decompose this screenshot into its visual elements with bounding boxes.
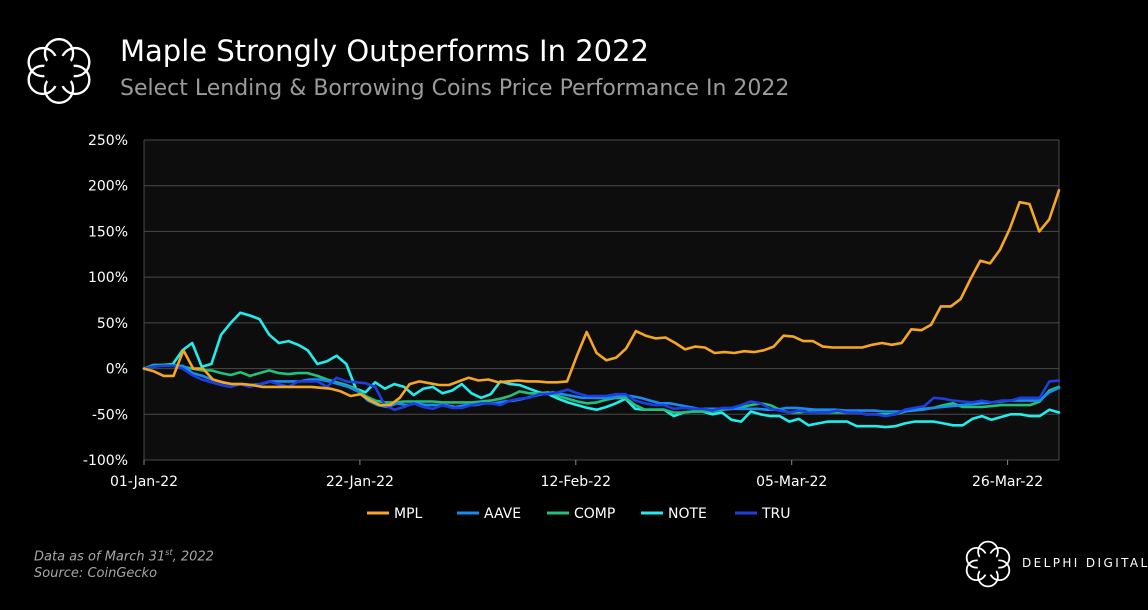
y-tick-label: 150%: [88, 224, 128, 240]
x-tick-label: 22-Jan-22: [326, 474, 394, 490]
series-lines: [142, 189, 1061, 429]
y-tick-label: 100%: [88, 270, 128, 286]
legend-label-note: NOTE: [668, 506, 707, 522]
legend-label-tru: TRU: [761, 506, 791, 522]
x-tick-label: 05-Mar-22: [756, 474, 827, 490]
plot-area: [144, 140, 1059, 460]
chart-title: Maple Strongly Outperforms In 2022: [120, 34, 649, 68]
y-axis-ticks: -100% -50% 0% 50% 100% 150% 200% 250%: [83, 133, 128, 469]
series-line-tru: [142, 364, 1061, 418]
y-tick-label: -100%: [83, 453, 128, 469]
legend: MPL AAVE COMP NOTE TRU: [367, 506, 791, 522]
legend-label-mpl: MPL: [394, 506, 423, 522]
series-line-note: [142, 311, 1061, 429]
x-tick-label: 01-Jan-22: [110, 474, 178, 490]
grid-lines: [143, 139, 1060, 461]
footnote-source: Source: CoinGecko: [34, 566, 158, 582]
brand-logo-icon: [27, 37, 91, 105]
chart-subtitle: Select Lending & Borrowing Coins Price P…: [120, 76, 790, 101]
y-tick-label: 200%: [88, 179, 128, 195]
y-tick-label: 250%: [88, 133, 128, 149]
brand-name: DELPHI DIGITAL: [1022, 556, 1148, 570]
x-axis-ticks: 01-Jan-22 22-Jan-22 12-Feb-22 05-Mar-22 26-M…: [110, 460, 1043, 490]
series-line-mpl: [142, 189, 1061, 407]
y-tick-label: 50%: [97, 316, 128, 332]
x-tick-label: 26-Mar-22: [972, 474, 1043, 490]
x-tick-label: 12-Feb-22: [541, 474, 612, 490]
legend-label-aave: AAVE: [484, 506, 521, 522]
delphi-logo-icon: [965, 540, 1011, 588]
y-tick-label: 0%: [106, 362, 128, 378]
footnote-date: Data as of March 31st, 2022: [34, 548, 214, 565]
legend-label-comp: COMP: [574, 506, 615, 522]
footnote: Data as of March 31st, 2022 Source: Coin…: [34, 544, 214, 582]
y-tick-label: -50%: [92, 407, 128, 423]
